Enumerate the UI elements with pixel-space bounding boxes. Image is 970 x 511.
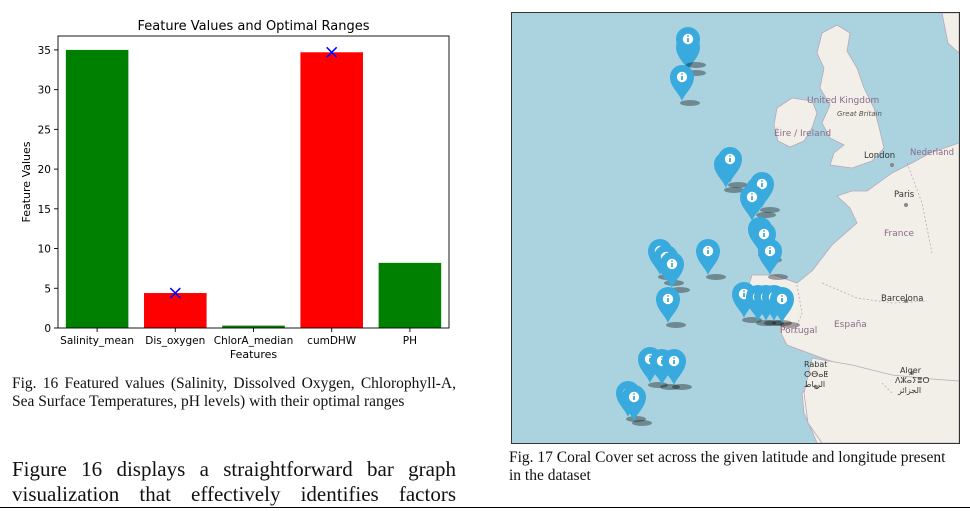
label-alger: Alger [900, 366, 922, 375]
bar-chart: 0 5 10 15 20 25 30 35 Salinity_mean Dis_oxygen Chl… [20, 19, 450, 361]
bar-chlora-median [222, 325, 285, 328]
label-london: London [864, 151, 895, 161]
bar-dis-oxygen [144, 293, 207, 328]
figure-17-map: United Kingdom Great Britain Éire / Irel… [511, 12, 960, 444]
x-tick-label: Salinity_mean [60, 335, 134, 347]
map-marker[interactable] [660, 252, 690, 293]
label-alger-tifinagh: ⴷⵣⴰⵢⴻⵔ [895, 376, 930, 385]
scandinavia-landmass [941, 13, 959, 54]
bar-ph [378, 262, 442, 328]
europe-landmass [747, 142, 959, 443]
map-marker[interactable] [676, 27, 706, 68]
great-britain-landmass [816, 24, 885, 169]
optimal-marker-dis-oxygen [169, 287, 181, 299]
y-tick-label: 5 [44, 283, 51, 295]
city-dots [814, 163, 914, 389]
figure-16-chart: 0 5 10 15 20 25 30 35 Salinity_mean Dis_oxygen Chl… [0, 0, 470, 370]
x-axis-label: Features [230, 348, 278, 361]
chart-title: Feature Values and Optimal Ranges [138, 19, 370, 34]
label-rabat-arabic: الرباط [804, 380, 825, 389]
label-barcelona: Barcelona [881, 294, 923, 304]
label-nederland: Nederland [910, 148, 954, 158]
label-paris: Paris [894, 190, 915, 200]
map-marker[interactable] [770, 287, 800, 328]
optimal-marker-cumdhw [326, 46, 338, 58]
map-marker[interactable] [696, 239, 726, 280]
label-rabat-tifinagh: ⵔⴱⴰⵟ [804, 370, 828, 379]
map-marker[interactable] [656, 287, 686, 328]
y-tick-label: 10 [38, 244, 51, 256]
page-divider [0, 507, 970, 508]
y-tick-label: 15 [38, 204, 51, 216]
body-paragraph: Figure 16 displays a straightforward bar… [12, 457, 456, 506]
map-labels: United Kingdom Great Britain Éire / Irel… [774, 96, 954, 395]
label-alger-arabic: الجزائر [897, 386, 921, 395]
map-marker[interactable] [622, 385, 652, 426]
label-france: France [884, 229, 914, 239]
y-tick-label: 25 [38, 124, 51, 136]
bar-salinity-mean [65, 49, 129, 329]
label-rabat: Rabat [804, 360, 827, 369]
map-marker[interactable] [670, 65, 700, 106]
y-tick-label: 35 [38, 45, 51, 57]
map-marker[interactable] [662, 349, 692, 390]
border-lines [793, 162, 933, 394]
label-portugal: Portugal [780, 326, 817, 336]
land-layer [747, 13, 959, 443]
figure-16-caption: Fig. 16 Featured values (Salinity, Disso… [12, 375, 456, 410]
label-uk: United Kingdom [807, 96, 879, 106]
map-marker[interactable] [758, 239, 788, 280]
figure-17-caption: Fig. 17 Coral Cover set across the given… [509, 449, 946, 484]
bar-cumdhw [300, 52, 363, 328]
marker-layer [616, 27, 800, 426]
label-espana: España [834, 320, 867, 330]
map-canvas: United Kingdom Great Britain Éire / Irel… [616, 13, 959, 443]
label-ireland: Éire / Ireland [774, 127, 831, 139]
x-tick-label: Dis_oxygen [145, 335, 205, 347]
x-tick-label: PH [403, 335, 417, 347]
label-gb: Great Britain [837, 110, 882, 118]
x-tick-label: ChlorA_median [214, 335, 293, 347]
map-marker[interactable] [718, 147, 748, 188]
y-tick-label: 20 [38, 164, 51, 176]
y-tick-label: 0 [44, 323, 51, 335]
y-tick-label: 30 [38, 85, 51, 97]
africa-landmass [803, 357, 959, 443]
y-axis-label: Feature Values [20, 141, 33, 222]
x-tick-label: cumDHW [307, 335, 357, 347]
map-marker[interactable] [750, 172, 780, 213]
ireland-landmass [773, 97, 818, 148]
